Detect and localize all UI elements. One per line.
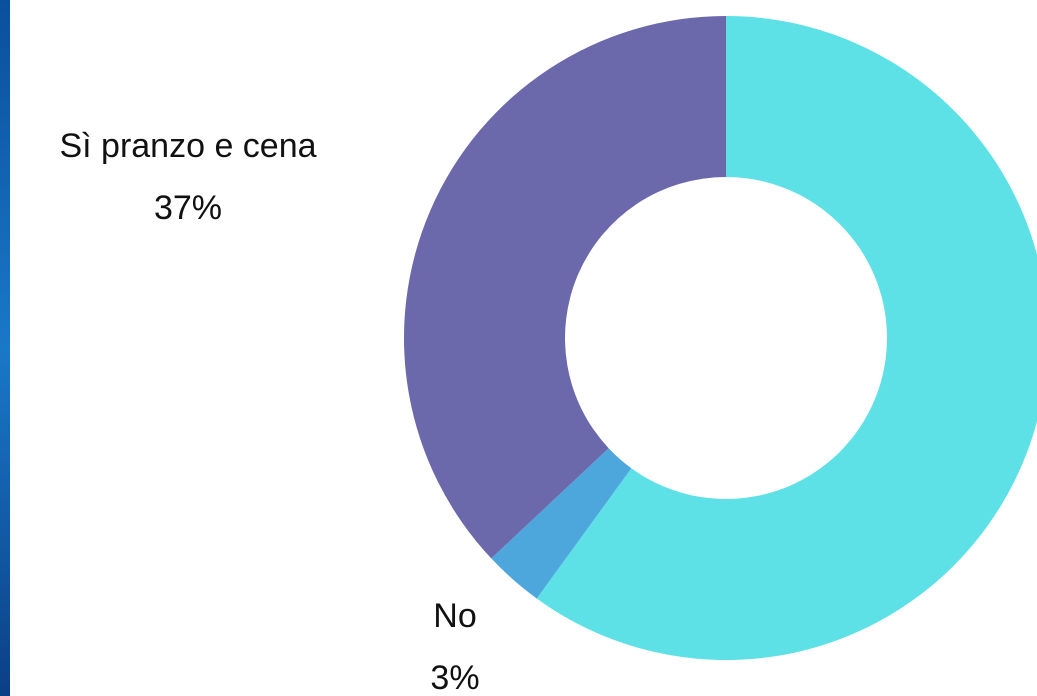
slice-value-label: 3% [430, 659, 479, 696]
donut-slice [536, 16, 1037, 660]
slice-label: Sì pranzo e cena [59, 127, 316, 165]
slice-label: No [433, 597, 476, 635]
side-decoration [0, 0, 10, 696]
donut-slice [403, 16, 726, 559]
slice-value-label: 37% [154, 189, 222, 227]
donut-slice [491, 448, 632, 599]
